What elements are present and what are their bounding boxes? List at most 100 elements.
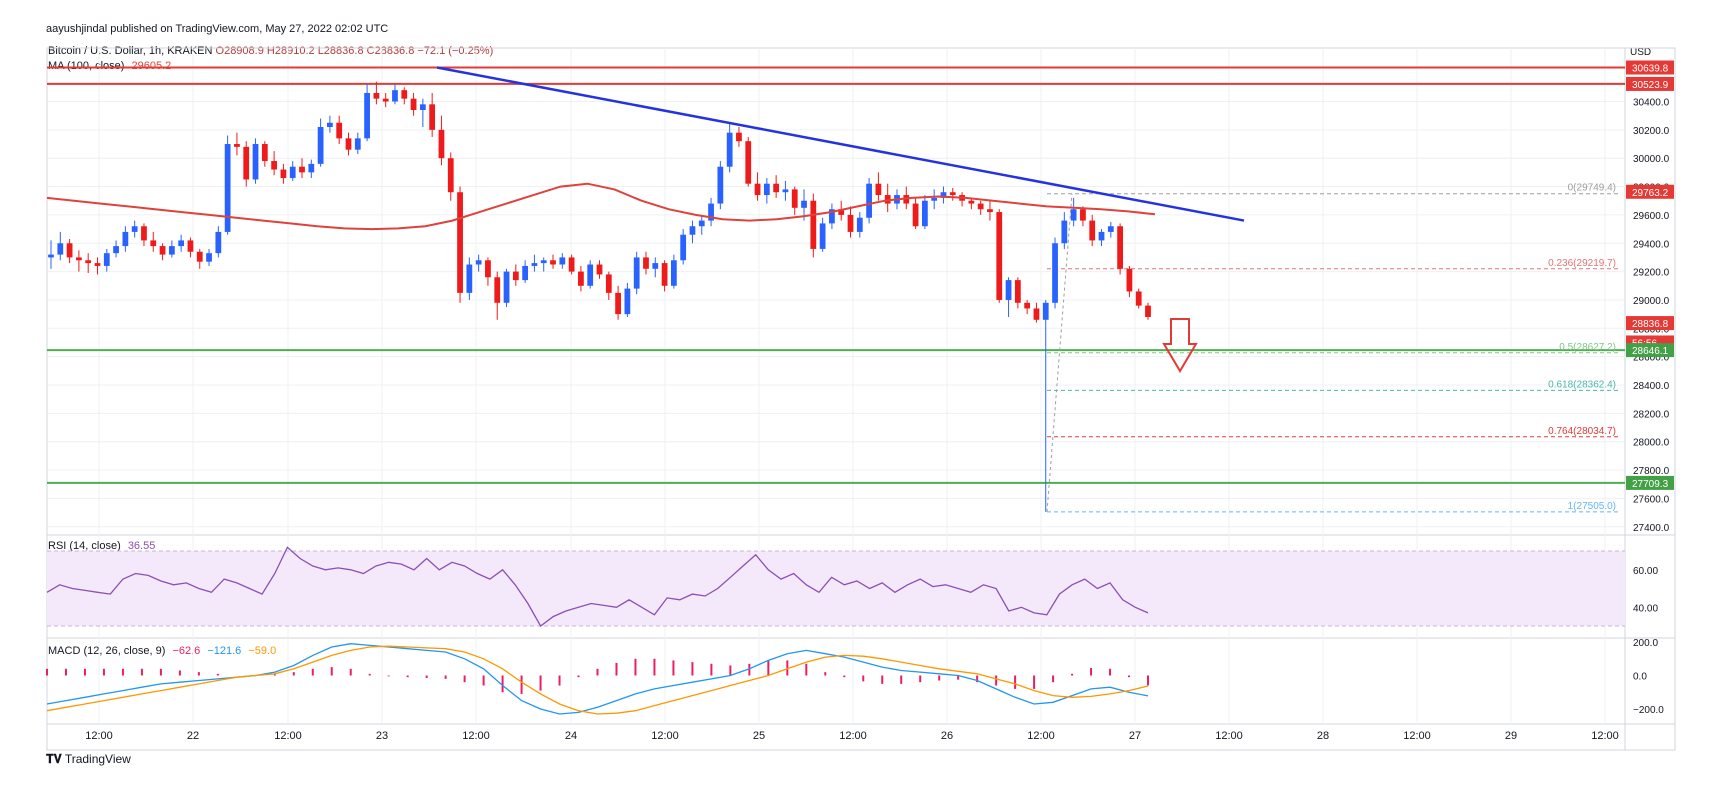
candle-body [736, 132, 742, 142]
rsi-line [46, 546, 1149, 627]
candle-body [419, 104, 426, 111]
candle-body [345, 138, 352, 150]
candle-body [364, 92, 370, 139]
time-axis-label: 12:00 [1215, 730, 1243, 742]
macd-axis-label: 200.0 [1633, 638, 1658, 649]
candle-body [847, 214, 854, 232]
time-axis-label: 12:00 [651, 730, 679, 742]
candle-body [299, 166, 305, 173]
macd-axis-label: −200.0 [1633, 705, 1664, 716]
price-axis-label: 27400.0 [1633, 523, 1670, 534]
time-axis-label: 23 [376, 730, 388, 742]
rsi-legend[interactable]: RSI (14, close) 36.55 [48, 540, 155, 552]
bearish-trendline [436, 66, 1245, 222]
candle-body [810, 200, 817, 249]
candle-body [633, 257, 640, 289]
chart-frame [46, 47, 1676, 751]
time-axis-label: 12:00 [274, 730, 302, 742]
price-axis-label: 29200.0 [1633, 268, 1670, 279]
candle-body [206, 253, 212, 262]
candle-body [912, 203, 919, 227]
rsi-axis-label: 40.00 [1633, 603, 1658, 614]
candle-body [327, 122, 333, 128]
price-tag-label: 29763.2 [1632, 188, 1669, 199]
candle-body [1098, 231, 1105, 241]
candle-body [122, 231, 129, 247]
macd-legend-hist: −59.0 [248, 645, 277, 657]
candle-body [540, 260, 547, 264]
time-axis-label: 12:00 [85, 730, 113, 742]
price-tag [1626, 475, 1674, 490]
candle-body [94, 263, 101, 266]
candle-body [485, 260, 491, 278]
fib-level-label: 0.5(28627.2) [1559, 342, 1616, 353]
candle-body [977, 203, 984, 210]
candle-body [866, 183, 872, 218]
time-axis-label: 25 [753, 730, 765, 742]
candle-body [745, 141, 752, 184]
price-axis-label: 28600.0 [1633, 353, 1670, 364]
candle-body [224, 144, 231, 232]
candle-body [187, 240, 194, 252]
time-axis-label: 12:00 [1403, 730, 1431, 742]
tradingview-logo-icon: 𝐓𝐕 [46, 752, 62, 766]
candle-body [522, 265, 529, 281]
candle-body [1145, 305, 1151, 317]
time-axis-label: 12:00 [1027, 730, 1055, 742]
fib-level-label: 0.618(28362.4) [1548, 379, 1616, 390]
price-axis-label: 28200.0 [1633, 409, 1670, 420]
price-tag [1626, 60, 1674, 75]
time-axis-label: 28 [1317, 730, 1329, 742]
candle-body [252, 144, 259, 180]
candle-body [949, 192, 956, 196]
rsi-axis-label: 60.00 [1633, 566, 1658, 577]
candle-body [875, 183, 882, 196]
candle-body [605, 274, 612, 293]
candle-body [773, 183, 780, 193]
time-axis-label: 29 [1505, 730, 1517, 742]
macd-legend-signal: −121.6 [207, 645, 242, 657]
candle-body [150, 240, 157, 247]
rsi-legend-value: 36.55 [127, 540, 156, 552]
candle-body [475, 260, 482, 265]
currency-label: USD [1630, 47, 1652, 58]
candle-body [48, 254, 54, 258]
price-tag-label: 28646.1 [1632, 346, 1669, 357]
candle-body [66, 243, 73, 258]
price-tag-label: 28836.8 [1632, 319, 1669, 330]
candle-body [308, 163, 315, 173]
candle-body [103, 253, 110, 266]
candle-body [234, 144, 240, 147]
candle-body [708, 203, 714, 221]
candle-body [196, 251, 203, 262]
candle-body [578, 271, 584, 286]
candle-body [670, 260, 677, 286]
candle-body [596, 264, 603, 275]
publisher-line: aayushjindal published on TradingView.co… [46, 23, 389, 35]
macd-line [46, 643, 1149, 715]
price-axis-label: 29000.0 [1633, 296, 1670, 307]
candle-body [1117, 226, 1123, 269]
candle-body [168, 246, 175, 255]
ma-legend[interactable]: MA (100, close) 29605.2 [48, 60, 171, 72]
candle-body [884, 195, 891, 204]
time-axis-label: 27 [1129, 730, 1141, 742]
candle-body [698, 220, 705, 227]
candle-body [624, 288, 631, 315]
candle-body [587, 264, 594, 286]
fib-level-label: 1(27505.0) [1568, 501, 1616, 512]
tradingview-logo[interactable]: 𝐓𝐕 TradingView [46, 752, 131, 767]
candle-body [382, 98, 389, 102]
ma-legend-label: MA (100, close) [48, 60, 125, 72]
candle-body [401, 90, 408, 99]
candle-body [754, 183, 761, 196]
candle-body [113, 246, 119, 254]
candle-body [987, 209, 993, 213]
candle-body [652, 263, 659, 269]
ma-legend-value: 29605.2 [131, 60, 172, 72]
candle-body [336, 122, 343, 139]
price-tag [1626, 343, 1674, 358]
tradingview-brand: TradingView [64, 752, 131, 766]
price-tag [1626, 316, 1674, 331]
